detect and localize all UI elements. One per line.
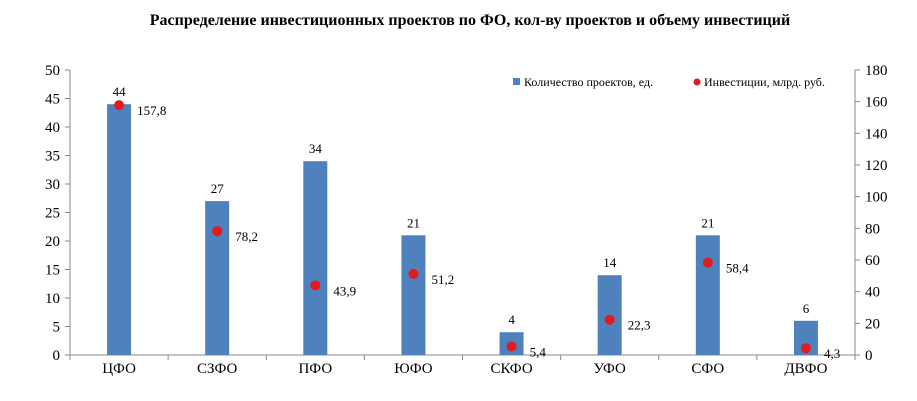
category-label: УФО [594,361,627,377]
investment-value-label: 58,4 [726,261,749,276]
investment-value-label: 157,8 [137,103,166,118]
right-tick-label: 120 [865,158,888,174]
chart-title: Распределение инвестиционных проектов по… [149,12,791,29]
bar-value-label: 4 [508,312,515,327]
category-label: ЮФО [394,361,432,377]
investment-point [212,226,223,237]
left-tick-label: 30 [45,177,60,193]
bar [695,235,720,355]
investment-point [114,100,125,111]
left-tick-label: 45 [45,92,60,108]
investment-value-label: 4,3 [824,346,840,361]
right-tick-label: 0 [865,348,873,364]
investment-point [408,268,419,279]
category-label: СКФО [490,361,532,377]
bar-value-label: 27 [211,181,225,196]
right-tick-label: 20 [865,316,880,332]
left-tick-label: 0 [53,348,61,364]
right-tick-label: 180 [865,63,888,79]
left-tick-label: 40 [45,120,60,136]
investment-value-label: 5,4 [530,344,547,359]
investment-point [604,314,615,325]
bar [205,201,230,355]
investment-value-label: 43,9 [333,283,356,298]
left-tick-label: 35 [45,149,60,165]
bar-value-label: 21 [407,215,420,230]
right-tick-label: 160 [865,95,888,111]
category-label: СЗФО [197,361,238,377]
bar-value-label: 34 [309,141,323,156]
category-label: ЦФО [102,361,136,377]
right-tick-label: 60 [865,253,880,269]
bar [303,161,328,355]
category-label: ПФО [298,361,332,377]
investment-point [702,257,713,268]
bar-value-label: 6 [803,301,810,316]
investment-point [310,280,321,291]
investment-value-label: 78,2 [235,229,258,244]
bar-value-label: 21 [701,215,714,230]
investment-point [800,343,811,354]
category-label: ДВФО [784,361,827,377]
bar [107,104,132,355]
left-tick-label: 10 [45,291,60,307]
investment-point [506,341,517,352]
legend-marker-investments [693,78,701,86]
left-tick-label: 50 [45,63,60,79]
bar-value-label: 44 [113,84,127,99]
left-tick-label: 5 [53,320,61,336]
investment-value-label: 51,2 [431,272,454,287]
left-tick-label: 15 [45,263,60,279]
investment-value-label: 22,3 [628,318,651,333]
legend-label-investments: Инвестиции, млрд. руб. [704,75,825,89]
right-tick-label: 40 [865,285,880,301]
legend-marker-bars [513,78,520,85]
category-label: СФО [691,361,724,377]
bar [401,235,426,355]
right-tick-label: 140 [865,126,888,142]
right-tick-label: 80 [865,221,880,237]
right-tick-label: 100 [865,190,888,206]
legend-label-bars: Количество проектов, ед. [524,75,653,89]
bar-value-label: 14 [603,255,617,270]
left-tick-label: 25 [45,206,60,222]
left-tick-label: 20 [45,234,60,250]
